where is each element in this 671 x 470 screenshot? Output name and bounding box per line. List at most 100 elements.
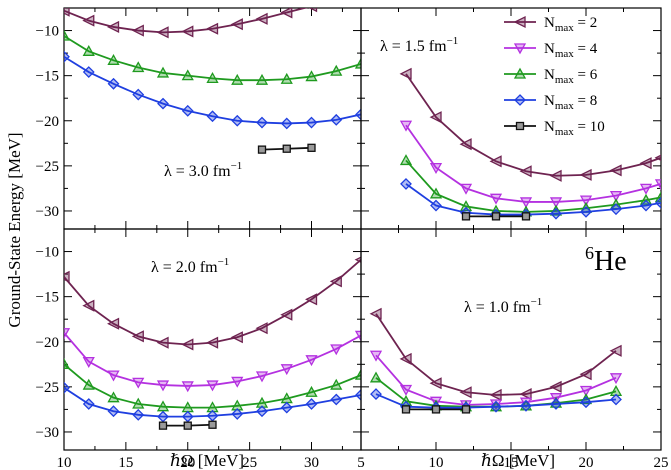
data-point-N8 — [400, 177, 412, 190]
data-point-N2 — [82, 299, 95, 312]
nucleus-label: 6He — [585, 243, 627, 277]
series-group — [369, 307, 623, 414]
data-point-N8 — [580, 396, 592, 409]
x-tick-label: 30 — [304, 455, 319, 470]
nucleus-symbol: He — [594, 246, 627, 277]
series-line-N8 — [375, 393, 617, 409]
data-point-N10 — [158, 421, 168, 430]
lambda-annotation: λ = 1.5 fm−1 — [380, 35, 458, 55]
data-point-N2 — [280, 308, 293, 321]
data-point-N2 — [329, 275, 342, 288]
series-line-N8 — [405, 183, 661, 216]
legend-entry-N6: Nmax = 6 — [504, 67, 598, 86]
data-point-N6 — [107, 53, 120, 65]
data-point-N2 — [131, 330, 144, 343]
data-point-N2 — [609, 344, 622, 357]
data-point-N4 — [579, 195, 593, 207]
data-point-N6 — [132, 397, 145, 409]
series-line-N6 — [405, 159, 661, 213]
panel-bl: −30 −25 −20 −15 −10 10 15 20 25 30 λ = 2.0 fm−1 — [36, 228, 362, 470]
data-point-N2 — [369, 307, 382, 320]
data-point-N2 — [64, 8, 70, 17]
data-point-N10 — [307, 143, 316, 152]
data-point-N10 — [282, 144, 291, 153]
data-point-N2 — [156, 26, 169, 39]
data-point-N6 — [156, 66, 170, 78]
data-point-N4 — [181, 381, 194, 393]
panel-br: 5 10 15 20 25 λ = 1.0 fm−1 — [357, 228, 669, 470]
x-tick-label: 25 — [242, 455, 257, 470]
data-point-N10 — [183, 421, 192, 430]
data-point-N6 — [255, 73, 269, 85]
y-tick-label: −20 — [36, 114, 59, 130]
data-point-N8 — [305, 116, 318, 129]
data-point-N4 — [429, 163, 443, 174]
data-point-N8 — [256, 405, 268, 418]
series-line-N6 — [64, 363, 361, 409]
data-point-N2 — [107, 20, 120, 33]
data-point-N6 — [330, 64, 343, 76]
data-point-N8 — [231, 407, 244, 420]
data-point-N8 — [610, 203, 622, 216]
legend-marker — [513, 15, 526, 29]
data-point-N4 — [459, 183, 473, 195]
data-point-N2 — [579, 168, 592, 181]
data-point-N4 — [654, 179, 661, 191]
data-point-N8 — [107, 405, 120, 418]
data-point-N2 — [459, 386, 472, 399]
legend-marker — [515, 121, 525, 131]
data-point-N8 — [330, 113, 343, 126]
y-tick-label: −30 — [36, 425, 59, 441]
data-point-N8 — [181, 104, 194, 117]
data-point-N8 — [655, 196, 661, 209]
data-point-N8 — [107, 77, 120, 90]
x-tick-label: 15 — [504, 455, 519, 470]
data-point-N4 — [330, 344, 343, 356]
data-point-N4 — [156, 380, 170, 392]
data-point-N10 — [257, 145, 267, 154]
data-point-N6 — [459, 200, 473, 212]
lambda-annotation: λ = 2.0 fm−1 — [151, 256, 229, 276]
data-point-N8 — [132, 408, 145, 421]
data-point-N6 — [156, 400, 170, 412]
data-point-N8 — [157, 97, 169, 110]
data-point-N2 — [354, 256, 361, 263]
data-point-N2 — [549, 169, 562, 182]
series-line-N4 — [405, 124, 661, 203]
lambda-annotation: λ = 3.0 fm−1 — [164, 160, 242, 180]
data-point-N8 — [280, 117, 293, 130]
data-point-N8 — [490, 400, 502, 413]
data-point-N2 — [331, 0, 341, 5]
data-point-N6 — [64, 357, 71, 369]
data-point-N4 — [399, 120, 413, 132]
y-tick-label: −15 — [36, 69, 59, 85]
data-point-N2 — [107, 317, 120, 330]
data-point-N2 — [489, 388, 502, 402]
series-line-N8 — [64, 55, 361, 125]
series-line-N4 — [64, 332, 361, 387]
data-point-N2 — [305, 293, 318, 306]
series-line-N2 — [64, 8, 309, 34]
data-point-N4 — [519, 197, 533, 209]
data-point-N4 — [132, 377, 145, 389]
data-point-N4 — [231, 376, 244, 388]
data-point-N2 — [639, 157, 652, 170]
x-tick-label: 20 — [579, 455, 594, 470]
data-point-N4 — [255, 371, 269, 383]
data-point-N2 — [399, 67, 412, 80]
data-point-N8 — [610, 393, 622, 406]
data-point-N8 — [280, 401, 293, 414]
panel-tr: λ = 1.5 fm−1 — [360, 7, 662, 230]
legend-entry-N2: Nmax = 2 — [504, 15, 597, 34]
x-tick-label: 10 — [429, 455, 444, 470]
y-tick-label: −10 — [36, 245, 59, 261]
data-point-N8 — [82, 398, 95, 410]
x-tick-label: 20 — [180, 455, 195, 470]
legend-marker — [513, 67, 527, 79]
data-point-N8 — [520, 399, 532, 412]
data-point-N6 — [231, 73, 244, 85]
data-point-N2 — [459, 138, 472, 151]
legend-marker — [514, 94, 526, 106]
data-point-N4 — [305, 355, 318, 367]
data-point-N2 — [255, 322, 268, 335]
